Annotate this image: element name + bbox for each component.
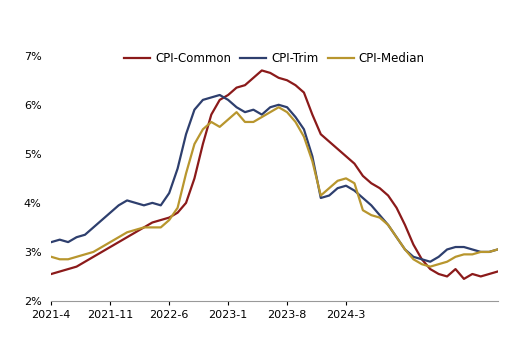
CPI-Median	[427, 265, 433, 269]
CPI-Common	[461, 277, 467, 281]
CPI-Trim	[216, 93, 223, 97]
CPI-Median	[216, 125, 223, 129]
CPI-Median	[124, 230, 130, 234]
CPI-Common	[360, 174, 366, 178]
Legend: CPI-Common, CPI-Trim, CPI-Median: CPI-Common, CPI-Trim, CPI-Median	[120, 47, 429, 69]
CPI-Common	[124, 235, 130, 239]
CPI-Median	[275, 105, 282, 109]
CPI-Common	[216, 98, 223, 102]
CPI-Trim	[326, 194, 332, 198]
CPI-Common	[259, 68, 265, 73]
CPI-Trim	[124, 198, 130, 202]
CPI-Common	[48, 272, 54, 276]
CPI-Median	[301, 135, 307, 139]
Line: CPI-Trim: CPI-Trim	[51, 95, 498, 262]
CPI-Common	[495, 269, 501, 274]
CPI-Trim	[301, 127, 307, 131]
Line: CPI-Common: CPI-Common	[51, 70, 498, 279]
CPI-Trim	[318, 196, 324, 200]
CPI-Common	[326, 140, 332, 144]
CPI-Median	[495, 247, 501, 251]
CPI-Common	[301, 91, 307, 95]
CPI-Trim	[225, 98, 231, 102]
CPI-Trim	[495, 247, 501, 251]
CPI-Trim	[360, 196, 366, 200]
CPI-Median	[360, 208, 366, 212]
CPI-Median	[48, 255, 54, 259]
Line: CPI-Median: CPI-Median	[51, 107, 498, 267]
CPI-Median	[318, 194, 324, 198]
CPI-Trim	[427, 260, 433, 264]
CPI-Median	[326, 186, 332, 190]
CPI-Trim	[48, 240, 54, 244]
CPI-Common	[318, 132, 324, 136]
